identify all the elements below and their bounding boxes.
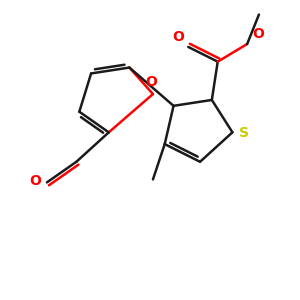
Text: O: O: [172, 30, 184, 44]
Text: S: S: [239, 126, 249, 140]
Text: O: O: [253, 27, 264, 41]
Text: O: O: [146, 75, 158, 89]
Text: O: O: [29, 174, 41, 188]
